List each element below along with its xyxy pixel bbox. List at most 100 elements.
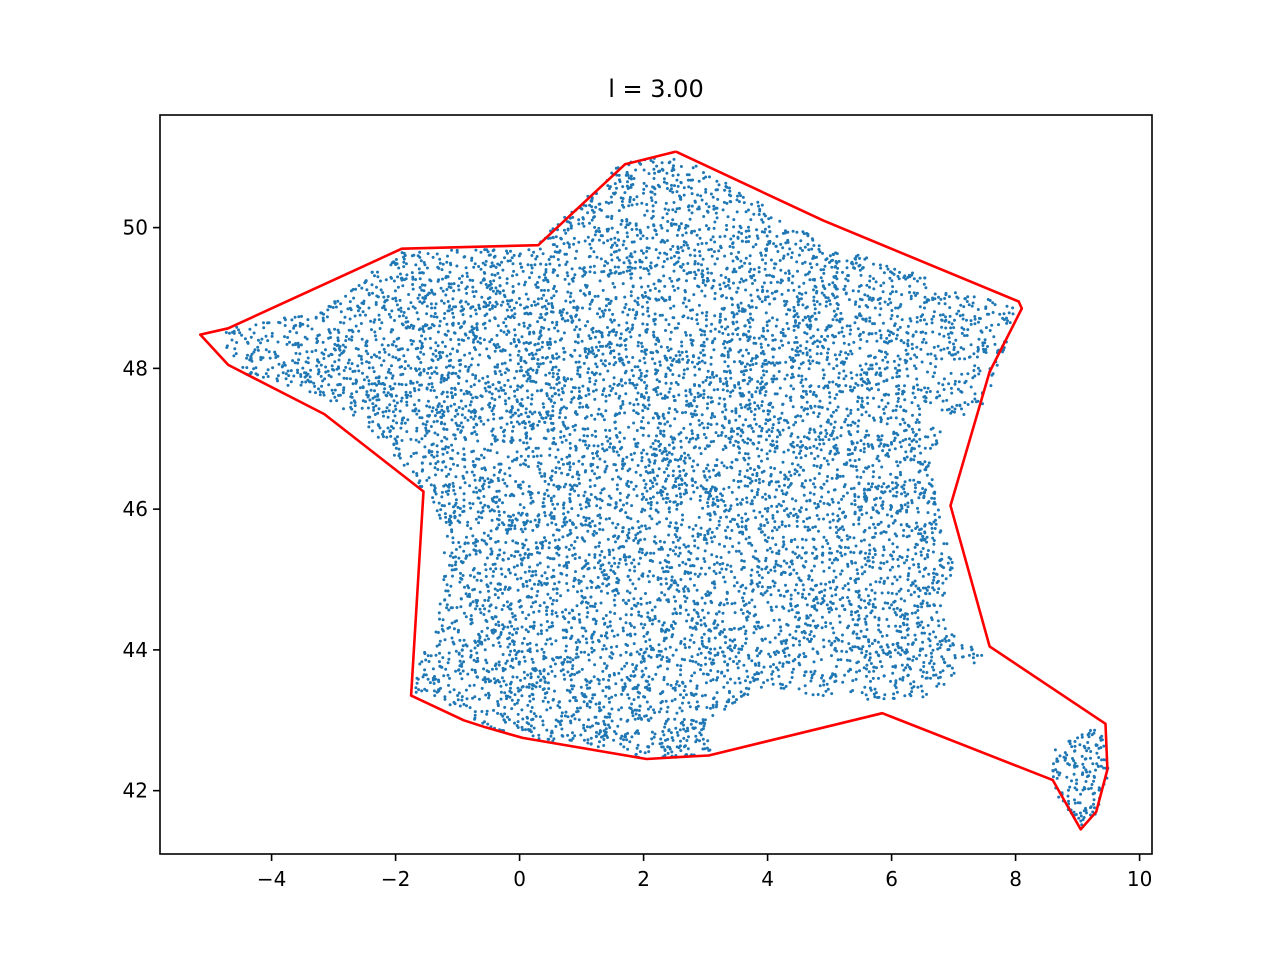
data-point (606, 439, 610, 443)
data-point (723, 707, 727, 711)
data-point (360, 361, 364, 365)
data-point (828, 254, 832, 258)
data-point (770, 377, 774, 381)
data-point (613, 285, 617, 289)
data-point (830, 654, 833, 658)
data-point (588, 725, 592, 729)
data-point (694, 720, 698, 724)
data-point (684, 394, 688, 398)
data-point (878, 329, 882, 333)
data-point (815, 339, 819, 343)
data-point (289, 380, 293, 384)
data-point (646, 407, 650, 411)
data-point (463, 416, 467, 420)
data-point (512, 253, 516, 257)
data-point (458, 704, 462, 708)
data-point (811, 588, 815, 592)
data-point (674, 648, 678, 652)
data-point (771, 579, 775, 583)
data-point (744, 512, 748, 516)
data-point (573, 428, 577, 432)
data-point (892, 359, 896, 363)
data-point (628, 591, 632, 595)
data-point (401, 314, 405, 318)
data-point (783, 473, 787, 477)
data-point (481, 604, 485, 608)
data-point (545, 708, 549, 712)
data-point (557, 368, 561, 372)
data-point (434, 341, 438, 345)
data-point (607, 187, 611, 191)
data-point (252, 350, 256, 354)
data-point (319, 374, 323, 378)
data-point (942, 334, 946, 338)
data-point (535, 389, 539, 393)
data-point (794, 456, 798, 460)
data-point (505, 249, 508, 253)
data-point (519, 303, 522, 307)
data-point (592, 264, 596, 268)
data-point (703, 549, 707, 553)
data-point (824, 304, 828, 308)
data-point (973, 317, 977, 321)
data-point (807, 592, 811, 596)
data-point (880, 434, 884, 438)
data-point (665, 467, 669, 471)
data-point (706, 426, 710, 430)
data-point (691, 436, 695, 440)
data-point (684, 693, 688, 697)
data-point (984, 348, 988, 351)
data-point (824, 625, 828, 628)
data-point (791, 636, 795, 640)
data-point (757, 406, 761, 410)
data-point (331, 391, 335, 395)
data-point (672, 395, 676, 399)
data-point (927, 585, 930, 589)
data-point (626, 731, 630, 735)
data-point (939, 529, 943, 533)
data-point (791, 274, 795, 278)
data-point (936, 642, 940, 646)
data-point (329, 375, 333, 379)
data-point (676, 458, 680, 462)
data-point (721, 208, 725, 212)
data-point (767, 434, 771, 438)
data-point (619, 404, 623, 408)
data-point (746, 610, 749, 614)
data-point (811, 359, 815, 363)
data-point (480, 407, 484, 411)
data-point (851, 689, 855, 692)
data-point (420, 437, 424, 441)
data-point (476, 363, 480, 367)
data-point (651, 442, 655, 445)
data-point (910, 439, 914, 443)
data-point (868, 656, 872, 660)
data-point (528, 323, 532, 327)
data-point (812, 299, 816, 303)
data-point (503, 361, 507, 365)
data-point (715, 612, 718, 616)
data-point (763, 227, 767, 231)
data-point (537, 733, 541, 737)
data-point (844, 384, 848, 388)
data-point (378, 327, 382, 330)
data-point (680, 523, 683, 527)
data-point (457, 359, 461, 363)
data-point (828, 580, 832, 584)
data-point (297, 343, 301, 347)
data-point (418, 383, 422, 387)
data-point (704, 467, 708, 470)
data-point (608, 553, 611, 557)
data-point (644, 640, 648, 643)
data-point (642, 267, 646, 271)
data-point (817, 412, 821, 416)
data-point (694, 164, 698, 168)
data-point (672, 595, 676, 599)
data-point (796, 515, 800, 519)
data-point (672, 201, 676, 204)
data-point (916, 506, 919, 510)
data-point (780, 523, 784, 527)
data-point (730, 490, 734, 494)
data-point (634, 260, 638, 264)
data-point (897, 374, 901, 378)
